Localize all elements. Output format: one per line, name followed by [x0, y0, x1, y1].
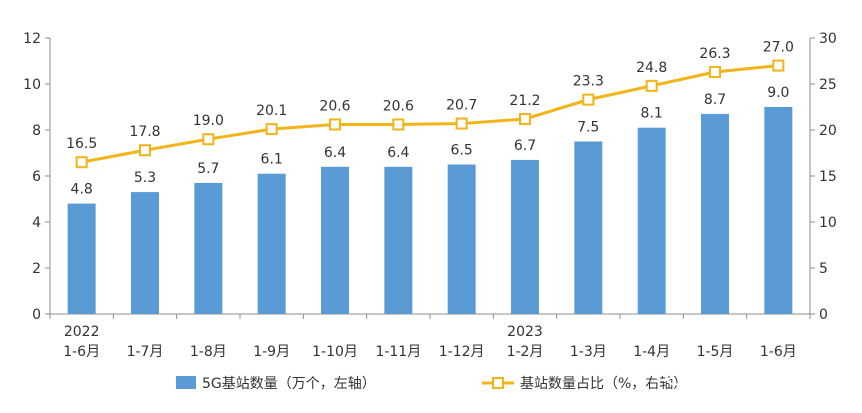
x-tick-year-label: 2022: [64, 324, 100, 340]
bar-value-label: 7.5: [577, 120, 599, 136]
x-tick-label: 1-10月: [312, 344, 358, 360]
y-left-tick-label: 4: [32, 215, 41, 231]
data-labels: 4.8 5.3 5.7 6.1 6.4 6.4 6.5 6.7 7.5 8.1 8.7 9.0 16.5…: [66, 40, 794, 198]
y-right-tick-label: 25: [819, 77, 837, 93]
bar-value-label: 6.5: [451, 143, 473, 159]
bar-value-label: 4.8: [71, 182, 93, 198]
y-left-tick-label: 2: [32, 261, 41, 277]
bar: [194, 182, 223, 314]
bar-value-label: 8.7: [704, 92, 726, 108]
bar: [384, 166, 413, 314]
line-point: [139, 144, 151, 157]
line-point: [455, 117, 468, 130]
bar-value-label: 5.3: [134, 170, 156, 186]
bar: [321, 166, 349, 314]
x-tick-label: 1-9月: [253, 344, 290, 360]
line-point: [265, 123, 278, 136]
line-value-label: 17.8: [129, 124, 160, 140]
x-tick-year-label: 2023: [507, 324, 543, 340]
line-value-label: 24.8: [636, 60, 667, 76]
y-left-tick-label: 8: [32, 123, 41, 139]
line-point: [75, 156, 88, 169]
wechat-icon: [653, 363, 684, 386]
bar-series: [67, 107, 793, 315]
line-point: [709, 66, 721, 79]
x-tick-label: 1-6月: [760, 344, 797, 360]
y-left-tick-label: 6: [32, 169, 41, 185]
legend-line-marker: [492, 377, 504, 389]
line-series: [75, 59, 785, 169]
bar: [637, 127, 666, 314]
bar-value-label: 8.1: [641, 106, 663, 122]
x-tick-label: 1-11月: [375, 344, 421, 360]
bar: [574, 141, 603, 314]
x-tick-label: 1-7月: [127, 344, 164, 360]
line-value-label: 27.0: [763, 40, 794, 56]
legend: 5G基站数量（万个，左轴） 基站数量占比（%，右轴）: [176, 375, 687, 392]
line-value-label: 20.6: [319, 98, 350, 114]
bar-value-label: 5.7: [197, 161, 219, 177]
line-value-label: 16.5: [66, 136, 97, 152]
y-right-tick-label: 10: [819, 215, 837, 231]
line-point: [202, 133, 215, 146]
x-tick-label: 1-3月: [570, 344, 607, 360]
x-tick-label: 1-6月: [63, 344, 100, 360]
line-value-label: 26.3: [699, 46, 730, 62]
line-value-label: 19.0: [193, 113, 224, 129]
line-point: [392, 118, 405, 131]
bar: [257, 173, 286, 314]
x-tick-label: 1-12月: [439, 344, 485, 360]
bar-value-label: 9.0: [767, 85, 789, 101]
bar: [701, 113, 729, 315]
y-left-tick-label: 10: [23, 77, 41, 93]
x-tick-label: 1-4月: [633, 344, 670, 360]
line-point: [645, 79, 658, 92]
watermark: 江西信息通信业: [653, 363, 802, 386]
line-value-label: 20.6: [383, 98, 414, 114]
line-value-label: 20.7: [446, 98, 477, 114]
y-right-tick-label: 5: [819, 261, 828, 277]
y-right-tick-label: 30: [819, 31, 837, 47]
line-point: [329, 118, 341, 131]
y-left-tick-label: 0: [32, 307, 41, 323]
bar: [511, 159, 539, 314]
bar: [67, 203, 96, 314]
line-point: [582, 93, 595, 106]
line-point: [519, 112, 531, 125]
x-tick-label: 1-8月: [190, 344, 227, 360]
line-path: [81, 64, 779, 164]
line-point: [772, 59, 785, 72]
y-right-tick-label: 15: [819, 169, 837, 185]
bar: [764, 107, 793, 314]
axes: 0 2 4 6 8 10 12 0 5 10 15 20 25 30: [23, 31, 837, 323]
line-value-label: 21.2: [509, 93, 540, 109]
bar-value-label: 6.1: [261, 152, 283, 168]
y-right-tick-label: 20: [819, 123, 837, 139]
x-tick-label: 1-5月: [697, 344, 734, 360]
legend-bar-swatch: [176, 376, 196, 389]
bar-value-label: 6.7: [514, 138, 536, 154]
y-right-tick-label: 0: [819, 307, 828, 323]
x-axis-ticks: 2022 1-6月 1-7月 1-8月 1-9月 1-10月 1-11月 1-12月 2023 1…: [63, 324, 797, 360]
bar-value-label: 6.4: [387, 145, 409, 161]
bar: [131, 192, 159, 314]
x-tick-label: 1-2月: [507, 344, 544, 360]
legend-line-label: 基站数量占比（%，右轴）: [520, 375, 687, 392]
y-left-tick-label: 12: [23, 31, 41, 47]
bar-value-label: 6.4: [324, 145, 346, 161]
line-value-label: 23.3: [573, 74, 604, 90]
watermark-text: 江西信息通信业: [690, 365, 802, 384]
legend-bar-label: 5G基站数量（万个，左轴）: [202, 375, 376, 392]
line-value-label: 20.1: [256, 103, 287, 119]
bar: [447, 164, 476, 314]
